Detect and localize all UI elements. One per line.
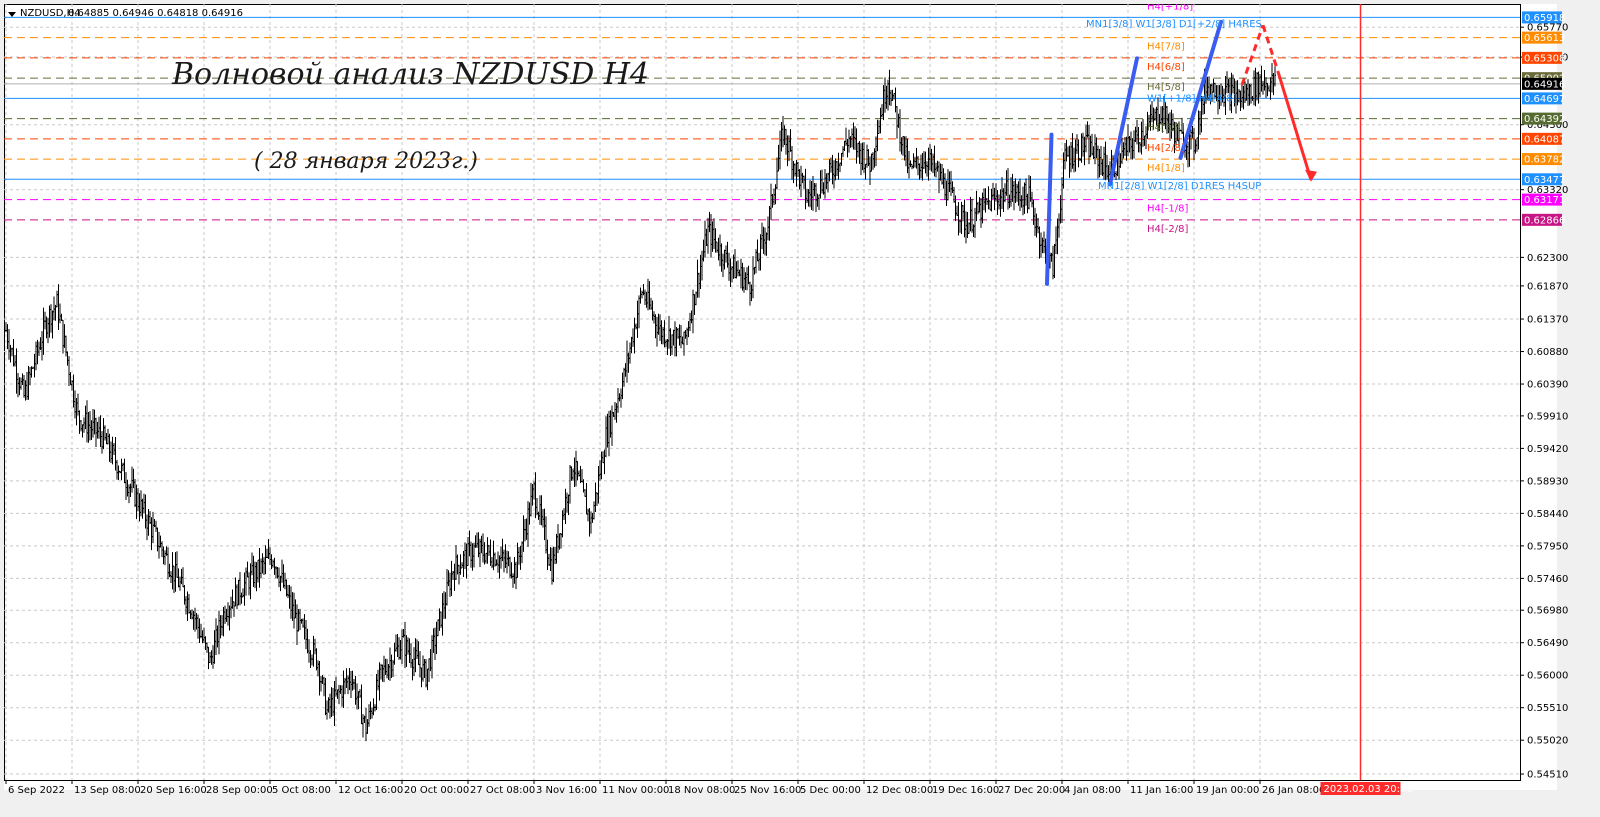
level-text: H4[6/8] bbox=[1147, 62, 1185, 73]
forecast-segment bbox=[1261, 24, 1280, 73]
x-tick-label: 25 Nov 16:00 bbox=[734, 785, 801, 796]
wave-line bbox=[1045, 132, 1054, 286]
y-tick-label: 0.54510 bbox=[1527, 770, 1568, 781]
y-tick-label: 0.55020 bbox=[1527, 736, 1568, 747]
x-tick-label: 11 Jan 16:00 bbox=[1130, 785, 1193, 796]
y-tick-label: 0.56980 bbox=[1527, 606, 1568, 617]
level-price-label: 0.63477 bbox=[1524, 175, 1565, 186]
level-price-box bbox=[1522, 213, 1562, 226]
symbol-label: NZDUSD,H4 bbox=[20, 8, 80, 19]
x-tick-label: 11 Nov 00:00 bbox=[602, 785, 669, 796]
wave-line bbox=[1178, 19, 1223, 160]
level-labels: H4[7/8] H4[6/8] H4[5/8]W1[+1/8] H4[4/8] H4[… bbox=[1086, 4, 1262, 235]
collapse-triangle-icon[interactable] bbox=[8, 12, 16, 17]
level-text: H4[5/8] bbox=[1147, 82, 1185, 93]
y-tick-label: 0.60880 bbox=[1527, 347, 1568, 358]
x-tick-label: 12 Oct 16:00 bbox=[338, 785, 403, 796]
y-tick-label: 0.60390 bbox=[1527, 380, 1568, 391]
level-price-box bbox=[1522, 11, 1562, 24]
x-tick-label: 6 Sep 2022 bbox=[8, 785, 65, 796]
y-tick-label: 0.63320 bbox=[1527, 185, 1568, 196]
level-price-label: 0.65918 bbox=[1524, 13, 1565, 24]
x-tick-label: 19 Jan 00:00 bbox=[1196, 785, 1259, 796]
forecast-arrowhead bbox=[1305, 169, 1317, 182]
level-price-box bbox=[1522, 51, 1562, 64]
forecast-time-label: 2023.02.03 20:00 bbox=[1324, 784, 1413, 795]
y-tick-label: 0.56000 bbox=[1527, 671, 1568, 682]
level-text: MN1[3/8] W1[3/8] D1[+2/8] H4RES bbox=[1086, 19, 1262, 30]
level-text: H4[-2/8] bbox=[1147, 224, 1188, 235]
y-tick-label: 0.59910 bbox=[1527, 411, 1568, 422]
level-price-label: 0.64392 bbox=[1524, 114, 1565, 125]
wave-lines bbox=[1045, 19, 1223, 286]
x-tick-label: 12 Dec 08:00 bbox=[866, 785, 933, 796]
level-price-box bbox=[1522, 31, 1562, 44]
level-price-label: 0.63782 bbox=[1524, 155, 1565, 166]
forecast-segment bbox=[1240, 24, 1265, 86]
level-text: H4[+1/8] bbox=[1147, 4, 1193, 12]
x-tick-label: 26 Jan 08:00 bbox=[1262, 785, 1325, 796]
wave-line bbox=[1108, 56, 1139, 187]
x-tick-label: 28 Sep 00:00 bbox=[206, 785, 273, 796]
level-text: H4[3/8] bbox=[1147, 123, 1185, 134]
x-tick-label: 19 Dec 16:00 bbox=[932, 785, 999, 796]
date-annotation: ( 28 января 2023г.) bbox=[254, 149, 478, 174]
level-text: MN1[2/8] W1[2/8] D1RES H4SUP bbox=[1098, 181, 1261, 192]
plot-area[interactable]: H4[7/8] H4[6/8] H4[5/8] W1[+1/8] H4[4/8] H4[… bbox=[4, 4, 1568, 796]
x-tick-label: 27 Oct 08:00 bbox=[470, 785, 535, 796]
forecast-arrow bbox=[1240, 4, 1362, 780]
y-tick-label: 0.61370 bbox=[1527, 315, 1568, 326]
level-price-box bbox=[1522, 173, 1562, 186]
price-series bbox=[5, 62, 1276, 742]
level-price-box bbox=[1522, 77, 1562, 90]
x-tick-label: 5 Dec 00:00 bbox=[800, 785, 861, 796]
y-tick-label: 0.58440 bbox=[1527, 509, 1568, 520]
level-text: H4[1/8] bbox=[1147, 163, 1185, 174]
chart-svg[interactable]: H4[7/8] H4[6/8] H4[5/8]W1[+1/8] H4[4/8] H4[… bbox=[4, 4, 1600, 817]
level-price-box bbox=[1522, 153, 1562, 166]
x-tick-label: 4 Jan 08:00 bbox=[1064, 785, 1121, 796]
x-tick-label: 20 Oct 00:00 bbox=[404, 785, 469, 796]
level-text: W1[+1/8] H4[4/8] bbox=[1147, 93, 1237, 104]
y-tick-label: 0.62300 bbox=[1527, 253, 1568, 264]
y-tick-label: 0.55510 bbox=[1527, 703, 1568, 714]
x-axis: 6 Sep 2022 13 Sep 08:00 20 Sep 16:00 28 Sep… bbox=[4, 780, 1520, 796]
forecast-time-box bbox=[1320, 782, 1401, 795]
y-tick-label: 0.65770 bbox=[1527, 23, 1568, 34]
level-price-label: 0.65613 bbox=[1524, 33, 1565, 44]
y-tick-label: 0.64300 bbox=[1527, 120, 1568, 131]
level-text: H4[7/8] bbox=[1147, 42, 1185, 53]
x-tick-label: 27 Dec 20:00 bbox=[998, 785, 1065, 796]
level-price-label: 0.64916 bbox=[1524, 79, 1565, 90]
y-tick-label: 0.57950 bbox=[1527, 541, 1568, 552]
y-tick-label: 0.56490 bbox=[1527, 638, 1568, 649]
level-price-box bbox=[1522, 132, 1562, 145]
level-price-box bbox=[1522, 112, 1562, 125]
level-text: H4[2/8] bbox=[1147, 143, 1185, 154]
x-tick-label: 5 Oct 08:00 bbox=[272, 785, 331, 796]
ohlc-values: 0.64885 0.64946 0.64818 0.64916 bbox=[68, 8, 243, 19]
y-tick-label: 0.59420 bbox=[1527, 444, 1568, 455]
x-tick-label: 13 Sep 08:00 bbox=[74, 785, 141, 796]
symbol-header: NZDUSD,H4 0.64885 0.64946 0.64818 0.6491… bbox=[8, 8, 243, 19]
x-tick-label: 20 Sep 16:00 bbox=[140, 785, 207, 796]
y-tick-label: 0.58930 bbox=[1527, 476, 1568, 487]
level-price-box bbox=[1522, 92, 1562, 105]
chart-title-annotation: Волновой анализ NZDUSD H4 bbox=[171, 57, 649, 92]
x-tick-label: 3 Nov 16:00 bbox=[536, 785, 597, 796]
level-price-label: 0.62866 bbox=[1524, 215, 1565, 226]
level-price-label: 0.65308 bbox=[1524, 53, 1565, 64]
grid bbox=[4, 4, 1521, 781]
level-text: H4[-1/8] bbox=[1147, 204, 1188, 215]
level-price-label: 0.64697 bbox=[1524, 94, 1565, 105]
level-price-box bbox=[1522, 193, 1562, 206]
level-price-label: 0.63171 bbox=[1524, 195, 1565, 206]
y-tick-label: 0.61870 bbox=[1527, 281, 1568, 292]
forecast-segment bbox=[1276, 71, 1313, 181]
level-price-label: 0.64087 bbox=[1524, 134, 1565, 145]
y-axis: 0.657700.653200.643000.633200.623000.618… bbox=[1520, 4, 1568, 781]
x-tick-label: 18 Nov 08:00 bbox=[668, 785, 735, 796]
y-tick-label: 0.57460 bbox=[1527, 574, 1568, 585]
